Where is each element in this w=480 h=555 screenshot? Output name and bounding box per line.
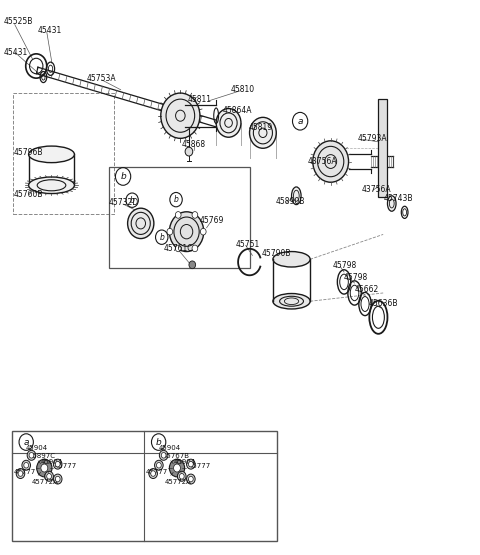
Text: 45819: 45819 <box>249 123 273 132</box>
Text: 45431: 45431 <box>37 26 61 34</box>
Circle shape <box>167 228 173 235</box>
Text: 45790B: 45790B <box>262 249 291 258</box>
Text: 45751: 45751 <box>235 240 260 249</box>
Ellipse shape <box>29 146 74 163</box>
Circle shape <box>55 476 60 482</box>
Text: b: b <box>156 437 161 447</box>
Text: 45904: 45904 <box>174 460 196 466</box>
Ellipse shape <box>313 141 348 182</box>
Circle shape <box>180 473 184 479</box>
Ellipse shape <box>273 294 310 309</box>
Text: 45769: 45769 <box>199 216 224 225</box>
Circle shape <box>175 211 181 218</box>
Bar <box>109 167 250 268</box>
Text: a: a <box>298 117 303 126</box>
Circle shape <box>53 474 62 484</box>
Text: 45868: 45868 <box>182 140 206 149</box>
Text: 45662: 45662 <box>355 285 379 294</box>
Circle shape <box>149 468 157 478</box>
Circle shape <box>27 450 36 460</box>
Text: a: a <box>24 437 29 447</box>
Circle shape <box>187 474 195 484</box>
Circle shape <box>22 460 31 470</box>
Text: b: b <box>130 196 134 205</box>
Circle shape <box>36 459 52 477</box>
Text: b: b <box>120 172 126 181</box>
Text: 45767B: 45767B <box>163 453 190 460</box>
Circle shape <box>185 147 193 156</box>
Circle shape <box>192 245 198 252</box>
Text: 45777: 45777 <box>146 469 168 475</box>
Text: 45796B: 45796B <box>13 148 43 157</box>
Circle shape <box>200 228 206 235</box>
Circle shape <box>155 460 163 470</box>
Text: 45431: 45431 <box>4 48 28 57</box>
Text: 45743B: 45743B <box>383 194 413 203</box>
Circle shape <box>151 471 156 476</box>
Ellipse shape <box>169 212 204 251</box>
Circle shape <box>18 471 23 476</box>
Ellipse shape <box>250 117 276 148</box>
Text: 45890B: 45890B <box>276 197 305 206</box>
Text: b: b <box>159 233 164 241</box>
Circle shape <box>189 461 193 467</box>
Circle shape <box>161 452 166 458</box>
Text: 45525B: 45525B <box>4 17 33 26</box>
Text: 45798: 45798 <box>333 261 357 270</box>
Text: 45777: 45777 <box>14 469 36 475</box>
Ellipse shape <box>29 177 74 194</box>
Text: 45636B: 45636B <box>369 299 398 308</box>
Text: 45810: 45810 <box>230 85 254 94</box>
Circle shape <box>29 452 34 458</box>
Circle shape <box>169 459 185 477</box>
Circle shape <box>47 473 51 479</box>
Text: 45777: 45777 <box>55 463 77 470</box>
Circle shape <box>175 245 181 252</box>
Text: 45798: 45798 <box>344 273 368 282</box>
Ellipse shape <box>161 93 200 138</box>
Circle shape <box>45 471 53 481</box>
Ellipse shape <box>273 251 310 267</box>
Circle shape <box>55 461 60 467</box>
Circle shape <box>189 476 193 482</box>
Ellipse shape <box>216 109 241 137</box>
Text: 45760B: 45760B <box>13 190 43 199</box>
Circle shape <box>189 261 196 269</box>
Text: 45904: 45904 <box>40 460 63 466</box>
Text: 45772A: 45772A <box>32 479 59 485</box>
Text: 45864A: 45864A <box>222 105 252 115</box>
Ellipse shape <box>387 196 396 211</box>
Circle shape <box>187 459 195 469</box>
Circle shape <box>24 462 29 468</box>
Text: 45904: 45904 <box>159 445 181 451</box>
Text: 45897C: 45897C <box>29 453 56 460</box>
Circle shape <box>159 450 168 460</box>
Circle shape <box>178 471 186 481</box>
Bar <box>13 93 114 214</box>
Text: 45772A: 45772A <box>165 479 192 485</box>
Circle shape <box>41 464 48 472</box>
Text: 43756A: 43756A <box>362 185 391 194</box>
Bar <box>378 99 387 198</box>
Text: 45753A: 45753A <box>86 74 116 83</box>
Circle shape <box>53 459 62 469</box>
Text: 43756A: 43756A <box>308 157 337 166</box>
Ellipse shape <box>291 187 301 205</box>
Circle shape <box>174 464 180 472</box>
Circle shape <box>156 462 161 468</box>
Text: 45777: 45777 <box>189 463 211 470</box>
Text: 45761C: 45761C <box>164 244 193 253</box>
Circle shape <box>192 211 198 218</box>
Text: 45793A: 45793A <box>358 134 387 143</box>
Circle shape <box>16 468 25 478</box>
Text: 45904: 45904 <box>25 445 48 451</box>
Ellipse shape <box>128 208 154 239</box>
Text: 45811: 45811 <box>188 95 212 104</box>
Text: 45732D: 45732D <box>109 199 139 208</box>
Bar <box>12 431 277 542</box>
Text: b: b <box>174 195 179 204</box>
